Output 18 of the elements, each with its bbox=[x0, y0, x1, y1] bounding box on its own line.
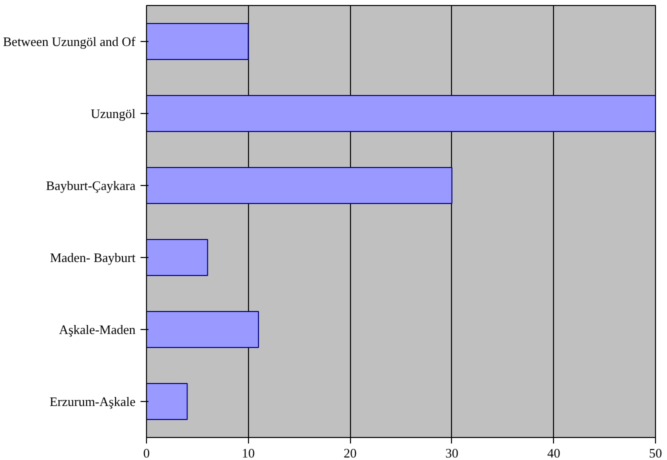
y-tick-label: Between Uzungöl and Of bbox=[3, 34, 136, 49]
bar bbox=[146, 311, 259, 348]
y-tick-label: Maden- Bayburt bbox=[50, 250, 136, 265]
x-tick-label: 50 bbox=[649, 446, 662, 460]
x-tick-label: 40 bbox=[547, 446, 560, 460]
y-tick-label: Erzurum-Aşkale bbox=[50, 394, 136, 409]
x-tick-label: 0 bbox=[143, 446, 150, 460]
y-tick-label: Bayburt-Çaykara bbox=[46, 178, 136, 193]
bar bbox=[146, 23, 249, 60]
bar bbox=[146, 383, 188, 420]
bar bbox=[146, 239, 208, 276]
x-tick-label: 10 bbox=[242, 446, 255, 460]
bar bbox=[146, 95, 656, 132]
x-tick-label: 20 bbox=[344, 446, 357, 460]
y-tick-label: Aşkale-Maden bbox=[58, 322, 136, 337]
x-tick-label: 30 bbox=[445, 446, 458, 460]
bar bbox=[146, 167, 452, 204]
y-tick-label: Uzungöl bbox=[90, 106, 136, 121]
